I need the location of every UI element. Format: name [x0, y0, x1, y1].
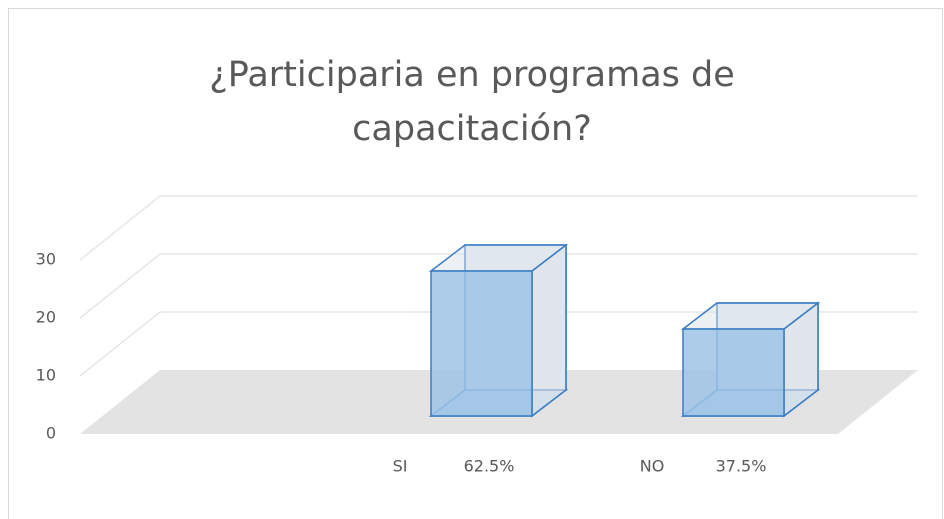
x-tick-sublabel: 37.5% — [716, 457, 767, 476]
bar — [682, 328, 785, 417]
x-tick-label: SI — [393, 457, 408, 476]
grid-line — [79, 195, 918, 261]
y-tick-label: 10 — [36, 366, 56, 385]
y-tick-label: 30 — [36, 250, 56, 269]
x-tick-sublabel: 62.5% — [464, 457, 515, 476]
bar-side — [531, 243, 567, 418]
y-tick-label: 20 — [36, 308, 56, 327]
grid-line — [79, 311, 918, 377]
chart-title: ¿Participaria en programas de — [209, 55, 735, 95]
y-tick-label: 0 — [46, 424, 56, 443]
grid-line — [79, 253, 918, 319]
chart-title: capacitación? — [352, 109, 592, 149]
x-tick-label: NO — [640, 457, 665, 476]
bar — [430, 270, 533, 417]
